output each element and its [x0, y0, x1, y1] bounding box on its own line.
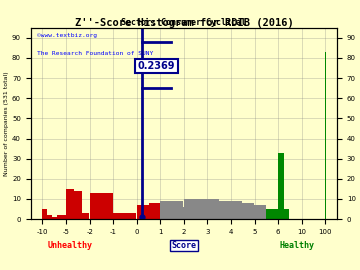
Bar [137, 205, 160, 219]
Text: 0.2369: 0.2369 [138, 61, 175, 71]
Bar [207, 201, 230, 219]
Bar [243, 205, 266, 219]
Y-axis label: Number of companies (531 total): Number of companies (531 total) [4, 71, 9, 176]
Bar [90, 193, 113, 219]
Text: Unhealthy: Unhealthy [48, 241, 93, 250]
Text: ©www.textbiz.org: ©www.textbiz.org [37, 33, 97, 38]
Bar [66, 189, 74, 219]
Bar [231, 203, 254, 219]
Bar [172, 207, 195, 219]
Bar [74, 191, 82, 219]
Bar [42, 209, 47, 219]
Bar [61, 215, 66, 219]
Bar [219, 201, 242, 219]
Bar [47, 215, 52, 219]
Bar [278, 153, 284, 219]
Text: Healthy: Healthy [280, 241, 315, 250]
Bar [82, 213, 89, 219]
Bar [266, 209, 289, 219]
Bar [196, 199, 219, 219]
Bar [57, 215, 61, 219]
Title: Z''-Score Histogram for RDIB (2016): Z''-Score Histogram for RDIB (2016) [75, 18, 293, 28]
Bar [113, 213, 136, 219]
Bar [52, 217, 57, 219]
Bar [149, 203, 172, 219]
Bar [160, 201, 183, 219]
Bar [184, 199, 207, 219]
Text: Score: Score [171, 241, 197, 250]
Text: Sector: Consumer Cyclical: Sector: Consumer Cyclical [121, 18, 246, 27]
Bar [255, 209, 278, 219]
Text: The Research Foundation of SUNY: The Research Foundation of SUNY [37, 51, 153, 56]
